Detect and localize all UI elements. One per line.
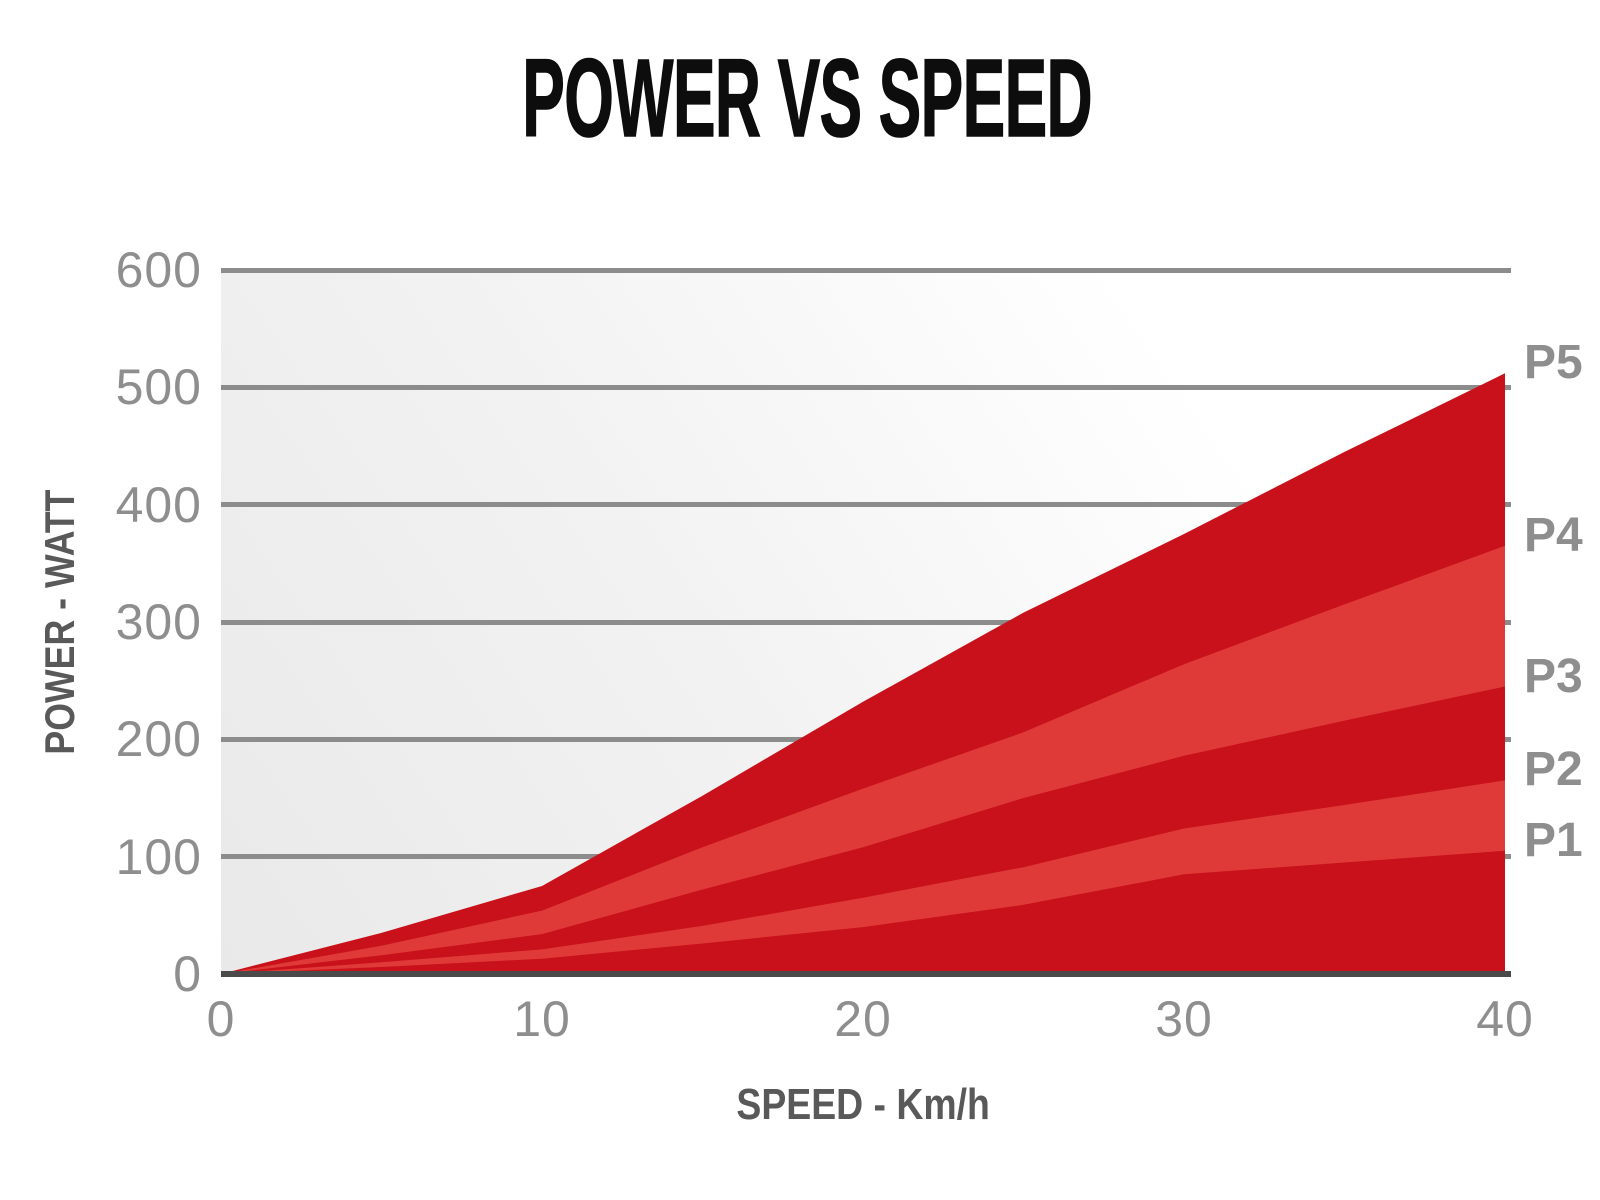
y-tick-label-300: 300: [115, 594, 202, 650]
x-tick-label-10: 10: [513, 991, 571, 1047]
area-P1: [221, 850, 1505, 974]
y-tick-label-500: 500: [115, 359, 202, 416]
series-label-P2: P2: [1524, 743, 1583, 797]
y-tick-label-100: 100: [115, 828, 202, 885]
series-label-P3: P3: [1524, 649, 1583, 703]
x-tick-label-30: 30: [1155, 991, 1213, 1047]
area-series-layer: [221, 373, 1505, 974]
y-tick-label-400: 400: [115, 476, 202, 533]
series-label-P4: P4: [1524, 508, 1583, 562]
chart-title: POWER VS SPEED: [522, 37, 1093, 160]
series-label-P1: P1: [1524, 813, 1583, 867]
y-axis-title: POWER - WATT: [36, 489, 83, 755]
x-tick-label-0: 0: [206, 991, 236, 1047]
y-tick-label-200: 200: [115, 711, 202, 768]
y-tick-label-600: 600: [115, 242, 202, 298]
series-label-P5: P5: [1524, 336, 1583, 390]
gridline-500: [221, 384, 1511, 390]
x-axis-line: [221, 971, 1511, 977]
x-tick-label-20: 20: [834, 991, 892, 1047]
x-tick-label-40: 40: [1476, 991, 1534, 1047]
gridline-400: [221, 502, 1511, 508]
gridline-300: [221, 619, 1511, 625]
x-axis-title: SPEED - Km/h: [736, 1080, 990, 1129]
gridline-600: [221, 267, 1511, 273]
y-tick-label-0: 0: [173, 946, 202, 1002]
